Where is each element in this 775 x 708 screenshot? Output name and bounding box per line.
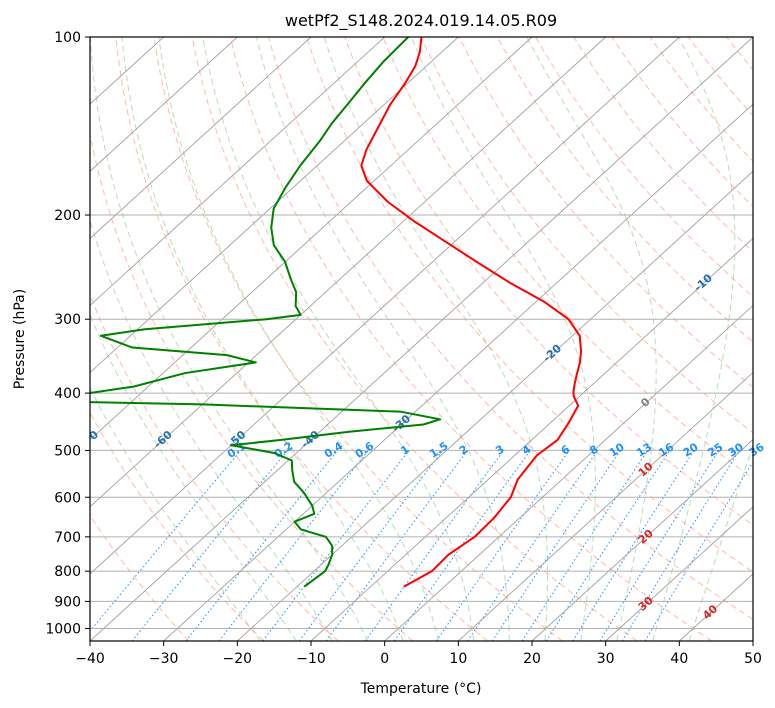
x-tick-label: −10 bbox=[296, 651, 326, 667]
isotherm-line bbox=[752, 640, 753, 641]
dry-adiabat-line bbox=[191, 37, 638, 641]
x-tick-label: 30 bbox=[597, 651, 615, 667]
mixing-ratio-line bbox=[599, 450, 720, 641]
profile-lines bbox=[90, 37, 583, 588]
mixing-ratio-lines bbox=[90, 450, 753, 641]
moist-adiabat-line bbox=[410, 37, 596, 641]
isotherm-line bbox=[384, 304, 753, 641]
dry-adiabat-line bbox=[90, 411, 264, 641]
moist-adiabat-line bbox=[323, 37, 549, 641]
moist-adiabat-line bbox=[121, 37, 404, 641]
moist-adiabat-line bbox=[90, 386, 261, 641]
y-tick-label: 800 bbox=[54, 564, 81, 580]
dry-adiabat-line bbox=[229, 37, 712, 641]
mixing-ratio-line bbox=[545, 450, 671, 641]
dry-adiabat-line bbox=[153, 37, 563, 641]
mixing-ratio-line bbox=[572, 450, 695, 641]
mixing-ratio-line bbox=[436, 450, 570, 641]
y-axis-title: Pressure (hPa) bbox=[12, 289, 28, 389]
isotherm-line bbox=[90, 37, 753, 641]
moist-adiabat-line bbox=[90, 37, 369, 641]
isotherm-line bbox=[90, 37, 533, 441]
moist-adiabat-line bbox=[688, 443, 753, 641]
mixing-ratio-line bbox=[621, 450, 740, 641]
plot-frame bbox=[89, 36, 754, 642]
dry-adiabat-line bbox=[535, 37, 753, 298]
isotherm-line bbox=[458, 371, 753, 641]
dry-adiabat-line bbox=[306, 37, 753, 573]
x-tick-label: −30 bbox=[149, 651, 179, 667]
y-tick-label: 200 bbox=[54, 208, 81, 224]
dry-adiabat-line bbox=[649, 37, 753, 162]
moist-adiabat-line bbox=[90, 313, 297, 641]
x-tick-label: 20 bbox=[523, 651, 541, 667]
isotherm-line bbox=[237, 170, 753, 641]
x-tick-label: 0 bbox=[380, 651, 389, 667]
x-tick-label: −20 bbox=[223, 651, 253, 667]
x-tick-label: 40 bbox=[670, 651, 688, 667]
y-tick-label: 300 bbox=[54, 312, 81, 328]
dry-adiabat-line bbox=[90, 131, 414, 641]
isotherm-label: -80 bbox=[4, 428, 28, 451]
temperature-profile-line bbox=[360, 37, 583, 588]
isotherm-line bbox=[90, 37, 238, 172]
isotherm-line bbox=[605, 506, 753, 641]
isotherm-line bbox=[90, 37, 459, 374]
y-tick-label: 500 bbox=[54, 443, 81, 459]
dry-adiabat-line bbox=[420, 37, 753, 434]
y-tick-label: 100 bbox=[54, 30, 81, 46]
chart-title: wetPf2_S148.2024.019.14.05.R09 bbox=[285, 11, 557, 31]
dry-adiabat-line bbox=[573, 37, 753, 253]
moist-adiabat-line bbox=[652, 37, 736, 641]
mixing-ratio-line bbox=[364, 450, 505, 641]
isotherms bbox=[90, 37, 753, 641]
isotherm-label: -70 bbox=[78, 428, 102, 451]
isotherm-line bbox=[90, 37, 312, 239]
isotherm-line bbox=[310, 237, 753, 641]
y-tick-label: 400 bbox=[54, 386, 81, 402]
y-tick-label: 1000 bbox=[45, 621, 81, 637]
mixing-ratio-line bbox=[185, 450, 338, 641]
x-tick-label: 10 bbox=[449, 651, 467, 667]
mixing-ratio-line bbox=[644, 460, 753, 641]
isotherm-line bbox=[163, 103, 753, 641]
moist-adiabat-line bbox=[90, 218, 333, 641]
moist-adiabat-line bbox=[256, 37, 510, 641]
dry-adiabats bbox=[90, 37, 775, 641]
x-axis-ticks: −40 −30 −20 −10 0 10 20 30 40 50 bbox=[75, 641, 762, 667]
moist-adiabat-line bbox=[158, 37, 439, 641]
x-tick-label: 50 bbox=[744, 651, 762, 667]
dry-adiabat-line bbox=[496, 37, 753, 343]
y-tick-label: 600 bbox=[54, 490, 81, 506]
y-tick-label: 900 bbox=[54, 594, 81, 610]
dry-adiabat-line bbox=[458, 37, 753, 388]
dewpoint-profile-line bbox=[90, 37, 442, 588]
isotherm-line bbox=[90, 37, 680, 575]
y-tick-label: 700 bbox=[54, 530, 81, 546]
isotherm-line bbox=[90, 37, 385, 307]
pressure-gridlines bbox=[90, 37, 753, 629]
y-axis-ticks: 1000 900 800 700 600 500 400 300 200 100 bbox=[45, 30, 90, 637]
x-tick-label: −40 bbox=[75, 651, 105, 667]
isotherm-line bbox=[90, 37, 606, 508]
mixing-ratio-line bbox=[90, 450, 242, 632]
moist-adiabat-line bbox=[202, 37, 475, 641]
mixing-ratio-line bbox=[131, 450, 288, 641]
dry-adiabat-line bbox=[344, 37, 753, 526]
mixing-ratio-line bbox=[218, 450, 369, 641]
mixing-ratio-line bbox=[467, 450, 599, 641]
dry-adiabat-line bbox=[765, 37, 775, 641]
x-axis-title: Temperature (°C) bbox=[360, 681, 482, 697]
isotherm-line bbox=[531, 439, 753, 641]
